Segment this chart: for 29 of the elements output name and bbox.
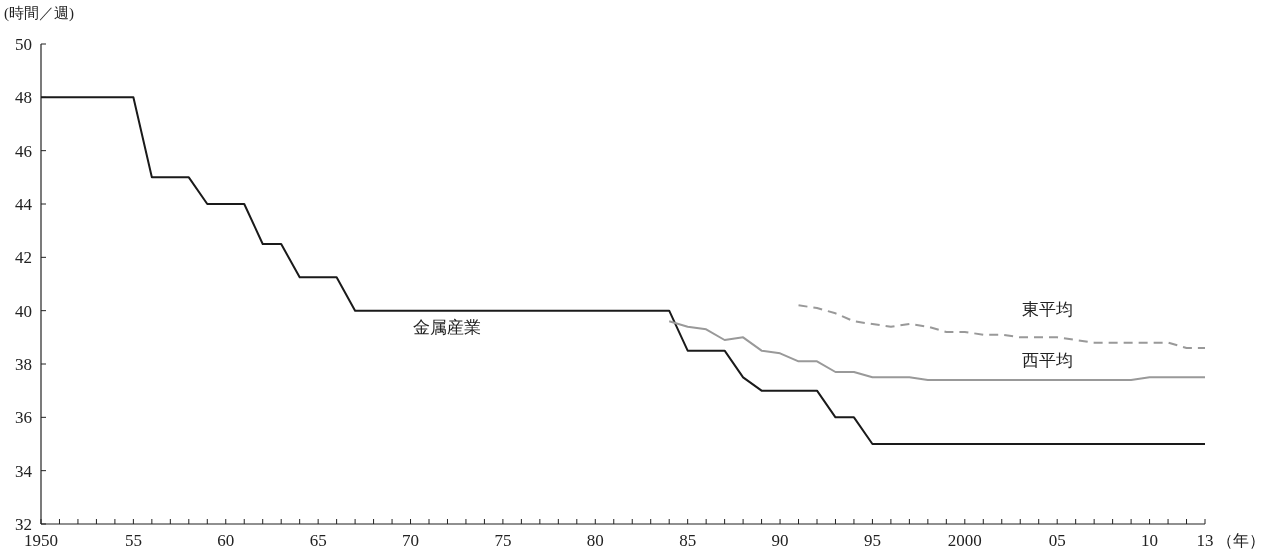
- xtick: 95: [863, 531, 881, 550]
- ylabel: (時間／週): [4, 5, 74, 21]
- ytick: 46: [15, 141, 32, 161]
- ytick: 36: [15, 408, 32, 428]
- xtick: 65: [309, 531, 327, 550]
- xtick: 70: [402, 531, 419, 550]
- ytick: 40: [15, 301, 32, 321]
- ytick: 50: [15, 35, 32, 54]
- ytick: 32: [15, 515, 32, 534]
- label-series: 西平均: [1022, 351, 1074, 370]
- label-series: 金属産業: [413, 317, 482, 337]
- xtick: 60: [217, 531, 235, 550]
- ytick: 42: [15, 248, 32, 268]
- xtick: 2000: [947, 531, 982, 550]
- xtick: 05: [1048, 531, 1066, 550]
- ytick: 48: [15, 88, 32, 108]
- xtick: 13: [1196, 531, 1214, 550]
- ytick: 34: [15, 461, 32, 481]
- ytick: 44: [15, 195, 32, 214]
- xlabel: （年）: [1217, 532, 1265, 549]
- xtick: 75: [494, 531, 512, 550]
- xtick: 10: [1141, 531, 1159, 550]
- ytick: 38: [15, 355, 32, 374]
- xtick: 90: [771, 531, 789, 550]
- label-series: 東平均: [1022, 300, 1074, 320]
- xtick: 85: [679, 531, 697, 550]
- xtick: 55: [124, 531, 142, 550]
- xtick: 1950: [24, 531, 58, 550]
- xtick: 80: [586, 531, 604, 550]
